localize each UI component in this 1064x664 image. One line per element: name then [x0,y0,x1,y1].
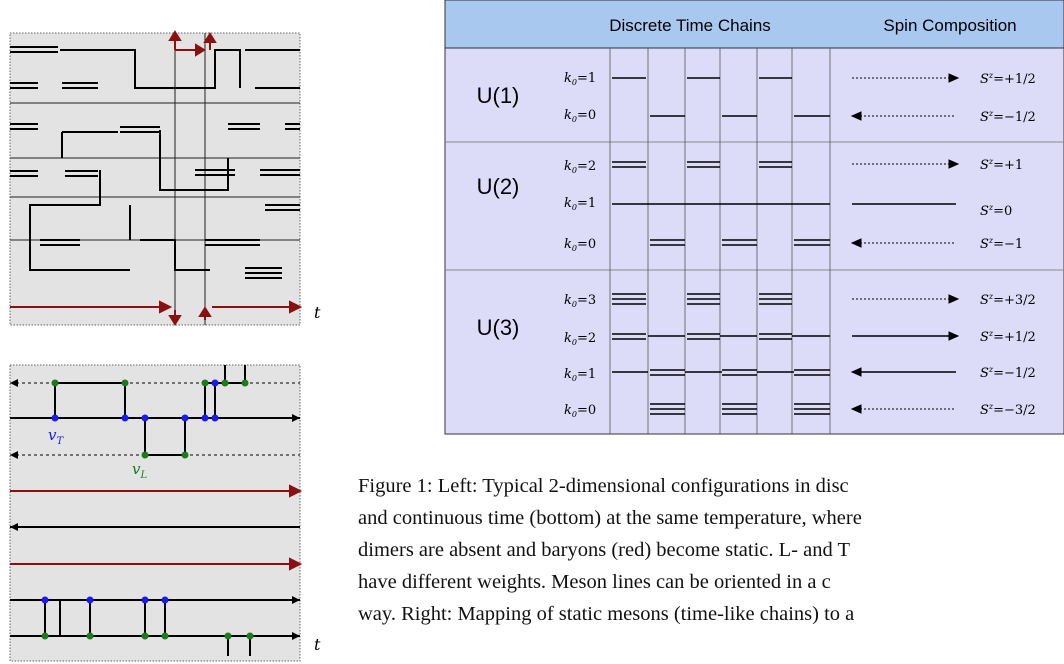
continuous-time-configuration: vT vL t [9,364,321,662]
spin-labels: Sz=+1/2 Sz=−1/2 Sz=+1 Sz=0 Sz=−1 Sz=+3/2… [980,71,1036,418]
spin-label: Sz=−1 [980,236,1023,252]
row-label: k0=1 [564,71,596,87]
figure-caption: Figure 1: Left: Typical 2-dimensional co… [358,470,1064,630]
table-header [444,0,1064,49]
row-label: k0=3 [564,293,596,309]
vertex-label-vL: vL [132,460,147,481]
group-name-u1: U(1) [477,83,520,108]
meson-chains [10,46,300,279]
spin-label: Sz=−3/2 [980,402,1036,418]
caption-line: have different weights. Meson lines can … [358,571,831,593]
group-dividers [445,141,1064,271]
baryon-lines [10,30,303,326]
header-discrete-time-chains: Discrete Time Chains [609,16,771,35]
row-label: k0=2 [564,159,596,175]
row-label: k0=1 [564,196,596,212]
vertex-label-vT: vT [48,426,64,447]
spin-label: Sz=+3/2 [980,292,1036,308]
spin-mapping-table: Discrete Time Chains Spin Composition U(… [444,0,1064,435]
spin-arrows [850,73,960,414]
header-spin-composition: Spin Composition [883,16,1016,35]
group-name-u2: U(2) [477,174,520,199]
caption-line: Figure 1: Left: Typical 2-dimensional co… [358,475,849,497]
row-label: k0=2 [564,331,596,347]
row-label: k0=0 [564,403,596,419]
spin-label: Sz=−1/2 [980,365,1036,381]
spin-label: Sz=0 [980,203,1012,219]
time-axis-label: t [314,303,321,322]
row-label: k0=0 [564,237,596,253]
spin-label: Sz=+1 [980,157,1023,173]
caption-line: way. Right: Mapping of static mesons (ti… [358,603,855,625]
spin-label: Sz=−1/2 [980,109,1036,125]
chain-segments [612,77,830,415]
panel-background [9,32,301,326]
group-name-u3: U(3) [477,315,520,340]
discrete-time-configuration: t [9,30,321,326]
row-label: k0=1 [564,367,596,383]
k-labels: k0=1 k0=0 k0=2 k0=1 k0=0 k0=3 k0=2 k0=1 … [564,71,596,419]
panel-background [9,364,301,662]
table-background [444,0,1064,435]
spin-label: Sz=+1/2 [980,329,1036,345]
spin-label: Sz=+1/2 [980,71,1036,87]
arrowheads [10,379,300,640]
vertices [41,379,254,640]
caption-line: dimers are absent and baryons (red) beco… [358,539,850,561]
baryon-lines [10,484,303,571]
row-label: k0=0 [564,108,596,124]
caption-line: and continuous time (bottom) at the same… [358,507,862,529]
time-axis-label: t [314,635,321,654]
